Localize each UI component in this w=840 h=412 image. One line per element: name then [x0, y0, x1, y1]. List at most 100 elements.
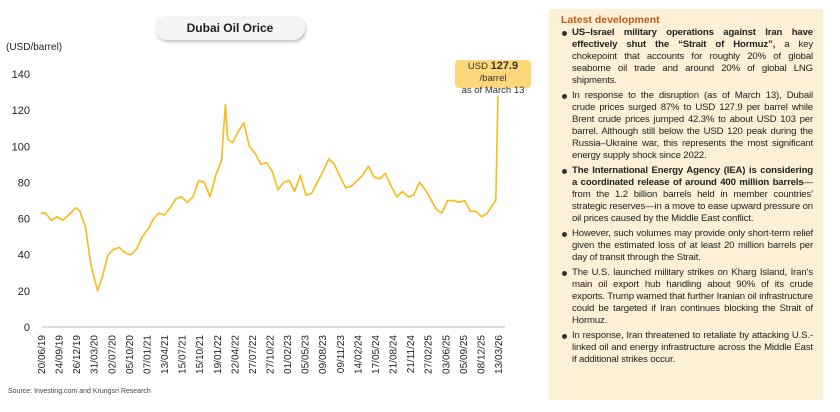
data-point [260, 163, 262, 165]
y-tick-label: 20 [18, 286, 30, 298]
x-tick-label: 21/08/24 [389, 335, 400, 374]
data-point [175, 198, 177, 200]
data-point [486, 212, 489, 214]
x-tick-label: 09/08/23 [318, 335, 329, 374]
x-tick-label: 27/02/25 [424, 335, 435, 374]
data-point [481, 216, 483, 218]
data-point [265, 161, 268, 164]
data-point [186, 201, 188, 203]
data-point [107, 254, 109, 256]
y-tick-label: 140 [12, 69, 30, 81]
callout-prefix: USD [467, 61, 488, 72]
data-point [45, 212, 47, 214]
callout-date: as of March 13 [461, 85, 525, 96]
x-tick-label: 31/03/20 [90, 335, 101, 374]
bullet-text: a key chokepoint that accounts for rough… [572, 39, 813, 86]
data-point [401, 190, 404, 193]
data-point [209, 196, 211, 198]
data-point [67, 214, 70, 216]
data-point [339, 176, 341, 178]
data-point [362, 174, 364, 176]
data-point [350, 185, 353, 187]
data-point [124, 252, 126, 254]
y-tick-label: 120 [12, 105, 30, 117]
data-point [215, 174, 217, 176]
data-point [192, 196, 194, 198]
x-tick-label: 27/07/22 [248, 335, 259, 374]
data-point [390, 185, 392, 187]
data-point [79, 210, 81, 212]
data-point [288, 180, 290, 182]
data-point [356, 180, 358, 182]
x-tick-label: 17/05/24 [371, 335, 382, 374]
data-point [495, 199, 497, 202]
data-point [469, 210, 471, 212]
data-point [141, 236, 143, 238]
list-item: The U.S. launched military strikes on Kh… [561, 267, 813, 327]
data-point [475, 210, 477, 212]
data-point [113, 248, 115, 250]
price-line [41, 95, 499, 292]
x-tick-label: 08/12/25 [476, 335, 487, 374]
latest-price-callout: USD 127.9 /barrel as of March 13 [455, 60, 531, 96]
x-tick-label: 22/04/22 [230, 335, 241, 374]
x-tick-label: 13/03/26 [494, 335, 505, 374]
x-tick-label: 02/07/20 [107, 335, 118, 374]
data-point [85, 227, 87, 229]
oil-price-chart: 0 20 40 60 80 100 120 140 20/06/19 24/09/19 26/12/… [12, 69, 505, 374]
x-tick-label: 21/11/24 [406, 335, 417, 374]
data-point [497, 95, 499, 97]
y-axis-label: (USD/barrel) [6, 42, 63, 53]
data-point [492, 203, 494, 205]
data-point [424, 189, 426, 191]
development-list: US–Israel military operations against Ir… [561, 27, 813, 366]
data-point [147, 228, 149, 231]
x-tick-label: 15/10/21 [195, 335, 206, 374]
bullet-text: In response to the disruption (as of Mar… [572, 90, 813, 161]
data-point [418, 181, 421, 184]
data-point [135, 248, 138, 250]
data-point [396, 196, 398, 198]
latest-development-panel: Latest development US–Israel military op… [549, 9, 823, 400]
data-point [101, 275, 103, 277]
source-note: Source: Investing.com and Krungsri Resea… [8, 388, 151, 395]
data-point [203, 181, 206, 184]
data-point [62, 219, 64, 221]
data-point [283, 181, 285, 184]
x-tick-label: 20/06/19 [37, 335, 48, 374]
x-tick-label: 07/01/21 [142, 335, 153, 374]
data-point [384, 172, 386, 174]
bullet-text: The U.S. launched military strikes on Kh… [572, 267, 813, 326]
data-point [367, 165, 370, 167]
data-point [277, 189, 279, 191]
y-tick-label: 40 [18, 250, 30, 262]
data-point [198, 180, 200, 182]
data-point [90, 264, 92, 267]
data-point [413, 194, 415, 196]
x-tick-label: 19/01/22 [213, 335, 224, 374]
y-tick-label: 100 [12, 141, 30, 153]
data-point [158, 212, 160, 214]
x-tick-label: 27/10/22 [266, 335, 277, 374]
bullet-text: However, such volumes may provide only s… [572, 228, 813, 263]
data-point [407, 196, 409, 198]
data-point [56, 216, 58, 218]
x-tick-label: 03/06/25 [441, 335, 452, 374]
y-tick-label: 60 [18, 214, 30, 226]
list-item: In response, Iran threatened to retaliat… [561, 330, 813, 366]
data-point [243, 122, 245, 124]
data-point [254, 152, 256, 155]
x-tick-label: 05/10/20 [125, 335, 136, 374]
chart-title: Dubai Oil Orice [155, 16, 305, 40]
data-point [164, 214, 166, 216]
data-point [248, 145, 251, 147]
list-item: The International Energy Agency (IEA) is… [561, 165, 813, 225]
data-point [75, 207, 77, 209]
data-point [447, 199, 449, 202]
data-point [118, 246, 121, 249]
x-tick-label: 05/05/23 [301, 335, 312, 374]
x-tick-label: 14/02/24 [353, 335, 364, 374]
data-point [40, 212, 42, 214]
data-point [373, 176, 375, 178]
x-tick-label: 01/02/23 [283, 335, 294, 374]
